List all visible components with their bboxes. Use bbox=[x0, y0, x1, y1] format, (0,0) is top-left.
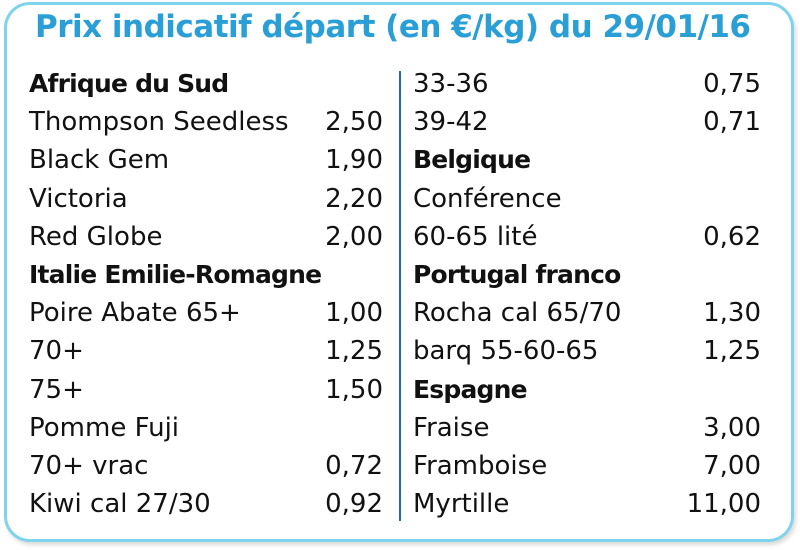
product-label: 33-36 bbox=[413, 69, 489, 99]
product-label: Red Globe bbox=[29, 221, 163, 252]
price-row: barq 55-60-65 1,25 bbox=[413, 332, 761, 370]
section-heading-label: Afrique du Sud bbox=[29, 69, 229, 98]
product-label: 70+ bbox=[29, 336, 84, 367]
product-price: 1,00 bbox=[325, 298, 383, 329]
product-label: 39-42 bbox=[413, 107, 489, 138]
product-price: 2,50 bbox=[325, 107, 383, 138]
price-card: Prix indicatif départ (en €/kg) du 29/01… bbox=[4, 2, 794, 542]
product-price: 2,20 bbox=[325, 183, 383, 214]
product-label: Pomme Fuji bbox=[29, 412, 180, 443]
price-row: Pomme Fuji bbox=[29, 409, 383, 447]
left-price-column: Afrique du Sud Thompson Seedless 2,50 Black… bbox=[29, 65, 383, 523]
price-row: 75+ 1,50 bbox=[29, 371, 383, 409]
product-label: Rocha cal 65/70 bbox=[413, 298, 622, 329]
product-price: 11,00 bbox=[686, 489, 761, 520]
price-row: Myrtille 11,00 bbox=[413, 485, 761, 523]
product-price: 3,00 bbox=[703, 412, 761, 443]
price-row: Fraise 3,00 bbox=[413, 409, 761, 447]
product-price: 1,25 bbox=[325, 336, 383, 367]
price-row: Victoria 2,20 bbox=[29, 180, 383, 218]
price-row: Red Globe 2,00 bbox=[29, 218, 383, 256]
product-price: 0,62 bbox=[703, 221, 761, 252]
product-price: 1,30 bbox=[703, 298, 761, 329]
product-price: 7,00 bbox=[703, 450, 761, 481]
section-heading: Afrique du Sud bbox=[29, 65, 383, 103]
price-row: 70+ 1,25 bbox=[29, 332, 383, 370]
product-price: 2,00 bbox=[325, 221, 383, 252]
product-label: Myrtille bbox=[413, 489, 510, 520]
product-label: 60-65 lité bbox=[413, 221, 538, 252]
product-label: Thompson Seedless bbox=[29, 107, 289, 138]
section-heading-label: Espagne bbox=[413, 374, 528, 404]
price-row: Black Gem 1,90 bbox=[29, 141, 383, 179]
column-divider bbox=[399, 71, 401, 521]
price-row: 70+ vrac 0,72 bbox=[29, 447, 383, 485]
price-row: 39-42 0,71 bbox=[413, 103, 761, 141]
price-row: Framboise 7,00 bbox=[413, 447, 761, 485]
section-heading: Belgique bbox=[413, 141, 761, 179]
section-heading-label: Italie Emilie-Romagne bbox=[29, 259, 322, 289]
product-label: 75+ bbox=[29, 374, 84, 405]
product-price: 0,92 bbox=[325, 489, 383, 520]
right-price-column: 33-36 0,75 39-42 0,71 Belgique Conférence 60-6… bbox=[413, 65, 761, 523]
price-title: Prix indicatif départ (en €/kg) du 29/01… bbox=[35, 9, 751, 45]
product-price: 0,75 bbox=[703, 69, 761, 99]
section-heading-label: Portugal franco bbox=[413, 259, 621, 289]
product-label: Conférence bbox=[413, 183, 562, 214]
product-label: Kiwi cal 27/30 bbox=[29, 489, 211, 520]
product-price: 0,71 bbox=[703, 107, 761, 138]
product-label: Victoria bbox=[29, 183, 128, 214]
product-price: 1,25 bbox=[703, 336, 761, 367]
product-price: 1,50 bbox=[325, 374, 383, 405]
section-heading: Portugal franco bbox=[413, 256, 761, 294]
price-row: Poire Abate 65+ 1,00 bbox=[29, 294, 383, 332]
product-label: Framboise bbox=[413, 450, 548, 481]
section-heading: Italie Emilie-Romagne bbox=[29, 256, 383, 294]
price-row: Rocha cal 65/70 1,30 bbox=[413, 294, 761, 332]
price-row: Thompson Seedless 2,50 bbox=[29, 103, 383, 141]
product-label: 70+ vrac bbox=[29, 450, 149, 481]
product-label: barq 55-60-65 bbox=[413, 336, 599, 367]
price-row: 60-65 lité 0,62 bbox=[413, 218, 761, 256]
product-label: Poire Abate 65+ bbox=[29, 298, 241, 329]
price-row: Kiwi cal 27/30 0,92 bbox=[29, 485, 383, 523]
section-heading: Espagne bbox=[413, 371, 761, 409]
price-row: 33-36 0,75 bbox=[413, 65, 761, 103]
product-label: Fraise bbox=[413, 412, 490, 443]
product-label: Black Gem bbox=[29, 145, 170, 176]
product-price: 0,72 bbox=[325, 450, 383, 481]
section-heading-label: Belgique bbox=[413, 145, 531, 175]
price-row: Conférence bbox=[413, 180, 761, 218]
product-price: 1,90 bbox=[325, 145, 383, 176]
